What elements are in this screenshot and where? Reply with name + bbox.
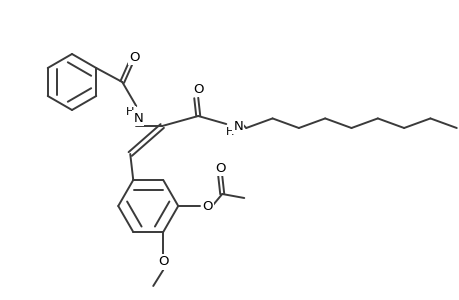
Text: H: H (225, 127, 234, 137)
Text: O: O (157, 256, 168, 268)
Text: N: N (133, 112, 143, 124)
Text: O: O (129, 50, 139, 64)
Text: O: O (214, 161, 225, 175)
Text: H: H (126, 107, 134, 117)
Text: N: N (233, 119, 243, 133)
Text: O: O (202, 200, 212, 212)
Text: O: O (193, 82, 203, 95)
